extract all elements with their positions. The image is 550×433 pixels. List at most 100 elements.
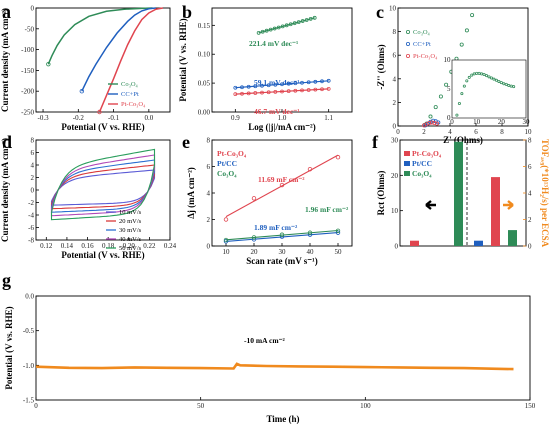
y-tick-label: 2 [31,174,35,182]
y-tick-label: 0.05 [198,80,211,88]
inset-point [512,85,516,89]
x-axis-label: Potential (V vs. RHE) [61,122,144,132]
bar-right [491,177,500,246]
x-tick-label: 0.22 [143,242,156,250]
data-point [286,81,291,86]
cv-loop [50,154,156,217]
y-axis-label: Current density (mA cm⁻²) [0,138,10,242]
data-point [308,16,313,21]
inset-point [485,74,489,78]
data-point [260,90,264,95]
series-marker [46,61,51,67]
series-marker [97,109,102,115]
panel-b-letter: b [182,2,192,22]
current-density-annotation: -10 mA cm⁻² [244,336,286,345]
slope-annotation: 59.1 mV dec⁻¹ [254,78,299,87]
legend-label: CC+Pt [413,41,431,48]
x-tick-label: 0.9 [231,114,240,122]
inset-y-tick: 10 [444,56,452,64]
data-point [335,155,341,160]
data-point [326,86,331,91]
y-tick-label: 0.00 [198,109,211,117]
data-point [292,21,297,26]
data-point [279,232,285,237]
legend-marker [405,29,410,34]
data-point [260,83,264,88]
legend-label: 30 mV/s [119,227,142,234]
panel-g-letter: g [2,270,11,290]
inset-point [470,73,474,77]
inset-y-tick: 0 [447,114,451,122]
nyquist-point [444,82,449,87]
y-tick-label: -1.5 [23,397,35,405]
plot-frame [35,139,171,241]
legend-label: 40 mV/s [119,236,142,243]
y-tick-label: 0 [395,243,399,251]
x-tick-label: 8 [500,128,504,136]
data-point [246,84,251,89]
legend-label: Pt/CC [217,159,237,168]
panel-b: b 0.9 1.0 1.1 0.00 0.05 0.10 0.15 Log (|j|/mA c… [178,2,353,132]
legend-label: Co₃O₄ [217,169,237,178]
cv-loop [50,169,156,206]
data-point [279,182,285,188]
bar-right [474,240,483,246]
x-tick-label: 30 [279,248,287,256]
inset-point [465,79,469,83]
data-point [320,87,324,92]
y-tick-label: 0.15 [198,22,211,30]
legend-label: Pt-Co₃O₄ [413,53,438,60]
inset-point [460,92,464,96]
data-point [293,81,298,86]
y-tick-label: 2 [207,216,211,224]
nyquist-point [464,28,469,33]
fit-line [235,80,329,89]
bar-right [508,230,517,246]
nyquist-point [429,120,434,125]
data-point [307,230,313,235]
capacitance-annotation: 1.96 mF cm⁻² [305,205,349,214]
data-point [253,84,258,89]
x-axis-label: Time (h) [266,414,299,424]
data-point [307,166,313,172]
y-tick-label: 0.10 [198,51,211,59]
data-point [240,91,244,96]
x-tick-label: 2 [422,128,426,136]
fit-line [258,17,315,34]
fit-line [235,88,329,95]
legend-label: 20 mV/s [119,218,142,225]
y-tick-label: -6 [28,224,34,232]
inset-point [489,76,493,80]
y-axis-label: Potential (V vs. RHE) [4,306,14,389]
y-tick-label: 20 [391,172,399,180]
cv-loop [50,164,156,210]
data-point [304,18,309,22]
inset-x-tick: 0 [450,118,454,126]
y-tick-label: 4 [393,75,397,83]
inset-point [467,75,471,79]
inset-point [499,81,503,85]
panel-a: a -0.3 -0.2 -0.1 0.0 0 -50 -100 -150 -200 -250 Pot… [0,2,171,132]
series-line [98,7,164,113]
data-point [223,217,229,222]
data-point [276,25,281,30]
data-point [300,80,304,85]
inset-frame [451,59,527,119]
data-point [300,88,304,93]
data-point [313,87,318,92]
y-tick-label: 2 [393,99,397,107]
data-point [251,235,257,240]
y-tick-label: 6 [207,163,211,171]
nyquist-point [470,13,475,18]
y-tick-label: -4 [28,212,34,220]
y-axis-label: Current density (mA cm⁻²) [0,8,10,112]
data-point [260,29,265,34]
y-tick-label: 4 [31,162,35,170]
data-point [268,27,273,32]
y-tick-label: -150 [21,67,34,75]
x-tick-label: -0.2 [73,114,85,122]
y-tick-label: 10 [391,207,399,215]
panel-e: e 10 20 30 40 50 0 2 4 6 8 Scan rate (mV s⁻¹) Δj (m… [182,132,353,266]
fit-line [225,229,339,241]
